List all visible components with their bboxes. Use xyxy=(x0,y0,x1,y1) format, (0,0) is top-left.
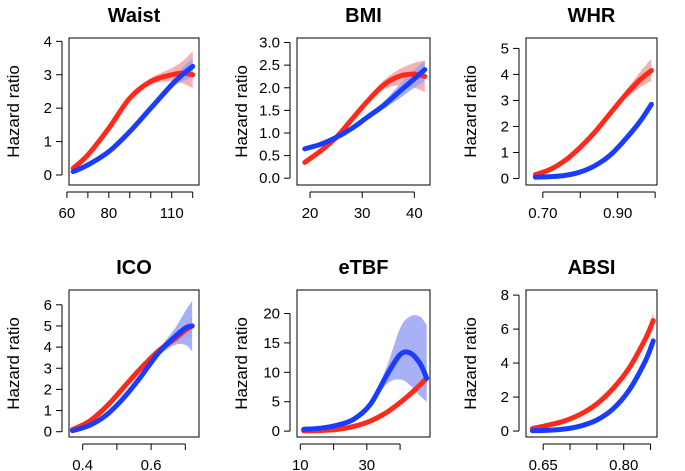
plot-area xyxy=(529,312,656,434)
plot-area xyxy=(301,315,430,434)
y-tick-label: 15 xyxy=(263,335,280,352)
panel-bmi: BMI Hazard ratio 0.0 0.5 1.0 1.5 2.0 2.5 3.0 20 30… xyxy=(232,5,431,222)
y-tick-label: 2.0 xyxy=(259,80,280,97)
panel-absi: ABSI Hazard ratio 0 2 4 6 8 0.65 0.80 xyxy=(461,257,658,471)
y-tick-label: 2.5 xyxy=(259,57,280,74)
chart-title: Waist xyxy=(108,5,161,27)
plot-frame xyxy=(296,37,431,186)
x-tick-label: 30 xyxy=(354,205,371,222)
y-tick-label: 20 xyxy=(263,306,280,323)
y-tick-label: 4 xyxy=(44,33,52,50)
y-tick-label: 10 xyxy=(263,364,280,381)
y-axis-label: Hazard ratio xyxy=(461,65,480,158)
red-confidence-band xyxy=(532,312,654,429)
red-hazard-curve xyxy=(70,70,196,171)
plot-area xyxy=(532,58,654,180)
y-tick-label: 1.0 xyxy=(259,125,280,142)
y-tick-label: 4 xyxy=(501,355,509,372)
red-hazard-curve xyxy=(529,318,656,431)
blue-confidence-band xyxy=(303,315,427,430)
y-tick-label: 1 xyxy=(44,134,52,151)
plot-frame xyxy=(68,289,200,438)
x-tick-label: 80 xyxy=(100,205,117,222)
red-confidence-band xyxy=(73,51,193,170)
chart-title: ABSI xyxy=(568,257,616,279)
red-hazard-curve xyxy=(69,323,195,433)
y-tick-label: 4 xyxy=(501,66,509,83)
y-tick-label: 3 xyxy=(44,67,52,84)
y-tick-label: 6 xyxy=(44,297,52,314)
red-confidence-band xyxy=(535,58,652,176)
y-tick-label: 5 xyxy=(44,318,52,335)
y-tick-label: 0 xyxy=(44,167,52,184)
y-tick-label: 0.5 xyxy=(259,148,280,165)
y-tick-label: 0 xyxy=(501,423,509,440)
x-tick-label: 10 xyxy=(292,457,309,471)
blue-confidence-band xyxy=(72,300,193,432)
blue-hazard-curve xyxy=(302,67,428,152)
y-axis-label: Hazard ratio xyxy=(4,317,23,410)
blue-hazard-curve xyxy=(69,323,195,434)
y-tick-label: 3 xyxy=(44,360,52,377)
x-tick-label: 0.4 xyxy=(72,457,93,471)
red-hazard-curve xyxy=(302,71,428,165)
x-tick-label: 0.6 xyxy=(141,457,162,471)
blue-hazard-curve xyxy=(301,349,430,432)
blue-hazard-curve xyxy=(532,101,654,180)
y-tick-label: 6 xyxy=(501,321,509,338)
chart-title: eTBF xyxy=(339,257,389,279)
x-tick-label: 40 xyxy=(406,205,423,222)
panel-waist: Waist Hazard ratio 0 1 2 3 4 60 80 110 xyxy=(4,5,200,222)
red-hazard-curve xyxy=(532,68,654,178)
x-tick-label: 30 xyxy=(358,457,375,471)
y-tick-label: 2 xyxy=(44,381,52,398)
panel-whr: WHR Hazard ratio 0 1 2 3 4 5 0.70 0.90 xyxy=(461,5,658,222)
y-tick-label: 2 xyxy=(501,118,509,135)
x-tick-label: 0.65 xyxy=(529,457,558,471)
y-tick-label: 1 xyxy=(44,403,52,420)
y-tick-label: 2 xyxy=(44,100,52,117)
panel-ico: ICO Hazard ratio 0 1 2 3 4 5 6 0.4 0.6 xyxy=(4,257,200,471)
plot-frame xyxy=(296,289,431,438)
x-tick-label: 60 xyxy=(59,205,76,222)
y-tick-label: 3.0 xyxy=(259,35,280,52)
chart-title: BMI xyxy=(345,5,382,27)
x-tick-label: 20 xyxy=(302,205,319,222)
plot-frame xyxy=(68,37,200,186)
x-tick-label: 0.70 xyxy=(528,205,557,222)
y-tick-label: 0 xyxy=(272,423,280,440)
plot-frame xyxy=(525,37,658,186)
x-tick-label: 110 xyxy=(160,205,184,222)
plot-area xyxy=(70,51,196,175)
red-hazard-curve xyxy=(301,375,430,434)
plot-area xyxy=(302,60,428,165)
y-axis-label: Hazard ratio xyxy=(461,317,480,410)
y-tick-label: 2 xyxy=(501,389,509,406)
y-axis-label: Hazard ratio xyxy=(232,317,251,410)
x-tick-label: 0.80 xyxy=(609,457,638,471)
plot-frame xyxy=(525,289,658,438)
y-tick-label: 0.0 xyxy=(259,170,280,187)
y-tick-label: 5 xyxy=(501,40,509,57)
y-tick-label: 0 xyxy=(501,170,509,187)
y-tick-label: 0 xyxy=(44,424,52,441)
chart-title: WHR xyxy=(568,5,616,27)
chart-title: ICO xyxy=(116,257,152,279)
panel-etbf: eTBF Hazard ratio 0 5 10 15 20 10 30 xyxy=(232,257,431,471)
y-tick-label: 4 xyxy=(44,339,52,356)
y-tick-label: 1 xyxy=(501,144,509,161)
y-tick-label: 3 xyxy=(501,92,509,109)
blue-hazard-curve xyxy=(70,63,196,175)
y-axis-label: Hazard ratio xyxy=(4,65,23,158)
y-tick-label: 8 xyxy=(501,287,509,304)
y-axis-label: Hazard ratio xyxy=(232,65,251,158)
x-tick-label: 0.90 xyxy=(603,205,632,222)
plot-area xyxy=(69,300,195,434)
y-tick-label: 1.5 xyxy=(259,102,280,119)
blue-hazard-curve xyxy=(529,338,656,434)
y-tick-label: 5 xyxy=(272,394,280,411)
